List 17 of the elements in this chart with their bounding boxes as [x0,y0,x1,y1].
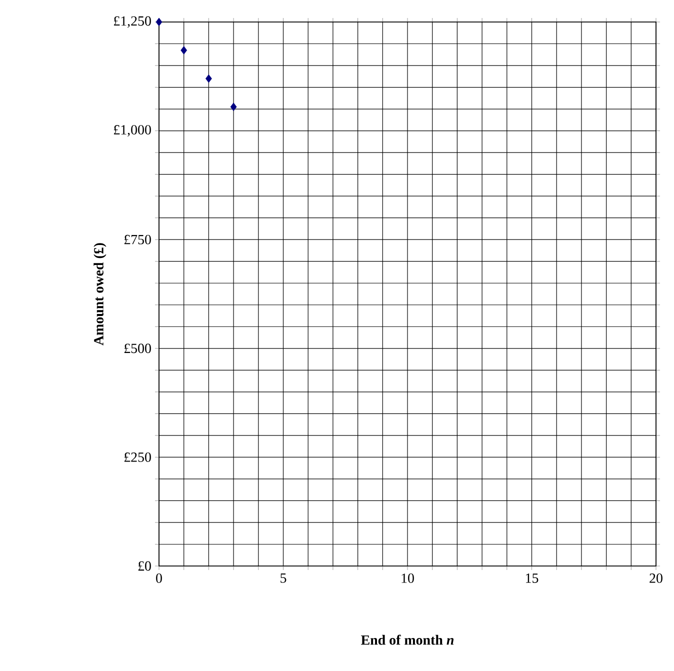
y-tick-label: £0 [138,561,151,571]
x-tick-label: 5 [280,574,286,583]
x-tick-label: 10 [402,574,414,583]
point [206,74,212,83]
point [156,18,162,26]
point [230,102,237,112]
x-axis-title: End of month n [361,634,454,645]
y-axis-title: Amount owed (£) [94,243,106,346]
point [180,46,188,54]
x-tick-label: 0 [156,574,162,583]
y-tick-label: £1,250 [114,16,151,28]
y-tick-label: £750 [124,234,151,244]
y-tick-label: £1,000 [114,125,151,136]
y-tick-label: £250 [124,452,151,462]
x-tick-label: 20 [650,574,662,583]
y-tick-label: £500 [124,344,151,354]
x-tick-label: 15 [526,574,538,583]
